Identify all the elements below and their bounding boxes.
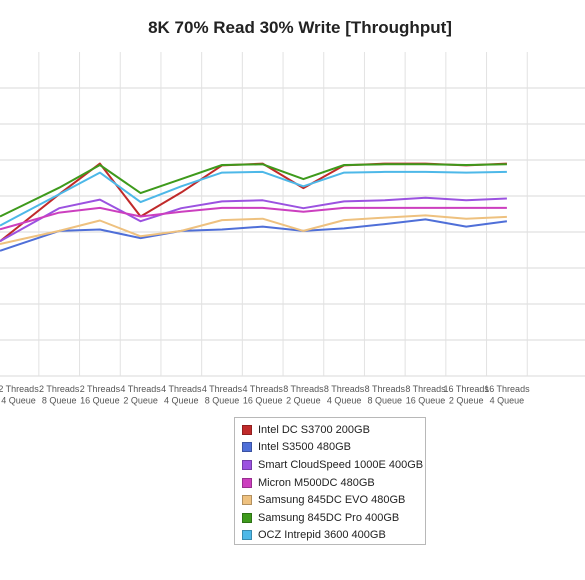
legend-item: Samsung 845DC EVO 480GB bbox=[242, 491, 425, 509]
x-tick-label: 2 Threads bbox=[80, 384, 121, 394]
legend-item: Samsung 845DC Pro 400GB bbox=[242, 509, 425, 527]
series-line bbox=[0, 214, 507, 245]
x-tick-label: 8 Queue bbox=[42, 396, 77, 406]
vertical-gridlines bbox=[38, 52, 528, 376]
x-tick-label: 4 Threads bbox=[161, 384, 202, 394]
legend-swatch bbox=[242, 477, 252, 488]
x-tick-label: 2 Threads bbox=[39, 384, 80, 394]
legend-swatch bbox=[242, 530, 252, 541]
legend-label: OCZ Intrepid 3600 400GB bbox=[258, 529, 386, 542]
x-tick-label: 8 Threads bbox=[283, 384, 324, 394]
x-tick-label: 2 Threads bbox=[0, 384, 39, 394]
chart-title: 8K 70% Read 30% Write [Throughput] bbox=[148, 18, 452, 37]
legend-item: Intel DC S3700 200GB bbox=[242, 421, 425, 439]
x-tick-label: 2 Queue bbox=[123, 396, 158, 406]
x-tick-label: 2 Queue bbox=[449, 396, 484, 406]
legend-label: Intel DC S3700 200GB bbox=[258, 423, 370, 436]
legend-item: Micron M500DC 480GB bbox=[242, 474, 425, 492]
legend-label: Samsung 845DC EVO 480GB bbox=[258, 494, 406, 507]
legend-item: Smart CloudSpeed 1000E 400GB bbox=[242, 456, 425, 474]
x-tick-label: 4 Queue bbox=[490, 396, 525, 406]
legend-swatch bbox=[242, 424, 252, 435]
x-tick-label: 8 Threads bbox=[365, 384, 406, 394]
x-tick-label: 8 Threads bbox=[324, 384, 365, 394]
series-lines bbox=[0, 162, 508, 252]
x-tick-label: 16 Queue bbox=[80, 396, 120, 406]
series-line bbox=[0, 218, 508, 252]
x-tick-label: 16 Threads bbox=[444, 384, 490, 394]
legend-item: OCZ Intrepid 3600 400GB bbox=[242, 527, 425, 545]
legend-item: Intel S3500 480GB bbox=[242, 439, 425, 457]
x-tick-label: 4 Queue bbox=[327, 396, 362, 406]
x-tick-label: 8 Queue bbox=[205, 396, 240, 406]
x-tick-label: 8 Threads bbox=[405, 384, 446, 394]
x-tick-label: 8 Queue bbox=[368, 396, 403, 406]
legend: Intel DC S3700 200GB Intel S3500 480GB Sma… bbox=[234, 417, 426, 545]
x-tick-label: 4 Threads bbox=[120, 384, 161, 394]
legend-label: Intel S3500 480GB bbox=[258, 441, 351, 454]
series-line bbox=[0, 163, 507, 218]
x-tick-label: 16 Queue bbox=[406, 396, 446, 406]
legend-swatch bbox=[242, 512, 252, 523]
legend-swatch bbox=[242, 442, 252, 453]
legend-swatch bbox=[242, 459, 252, 470]
x-tick-label: 16 Queue bbox=[243, 396, 283, 406]
legend-swatch bbox=[242, 495, 252, 506]
series-line bbox=[0, 196, 507, 243]
x-tick-label: 4 Threads bbox=[202, 384, 243, 394]
x-tick-label: 16 Threads bbox=[484, 384, 530, 394]
x-tick-label: 2 Queue bbox=[286, 396, 321, 406]
x-tick-label: 4 Queue bbox=[1, 396, 36, 406]
legend-label: Smart CloudSpeed 1000E 400GB bbox=[258, 458, 424, 471]
x-tick-label: 4 Queue bbox=[164, 396, 199, 406]
legend-label: Samsung 845DC Pro 400GB bbox=[258, 511, 400, 524]
series-line bbox=[0, 206, 507, 231]
legend-label: Micron M500DC 480GB bbox=[258, 476, 375, 489]
x-tick-label: 4 Threads bbox=[243, 384, 284, 394]
horizontal-gridlines bbox=[0, 87, 585, 377]
series-line bbox=[0, 170, 507, 227]
